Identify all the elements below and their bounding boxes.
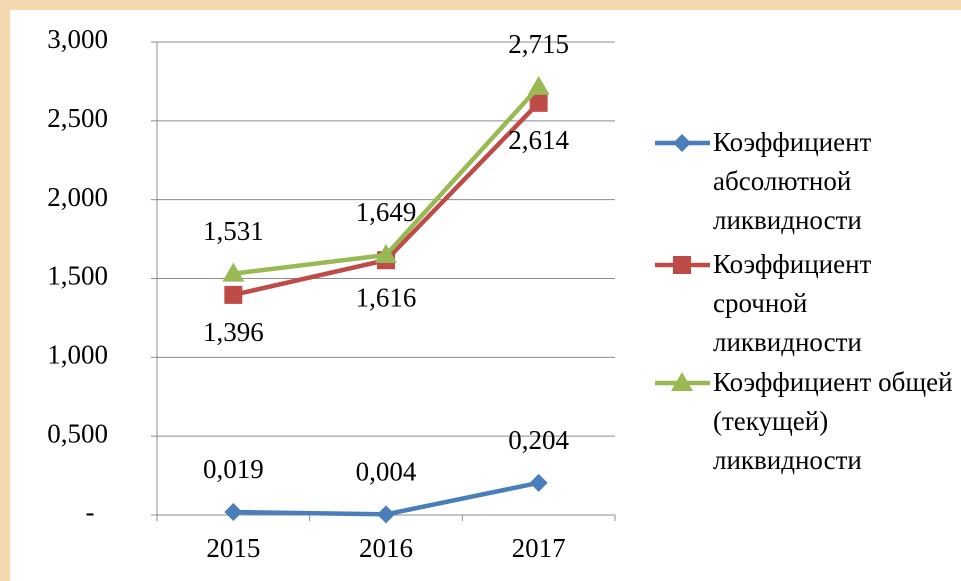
y-tick-label: 0,500 (47, 418, 108, 448)
legend-label: Коэффициент срочной ликвидности (713, 249, 872, 357)
marker (529, 473, 548, 492)
marker (375, 244, 397, 264)
x-tick-label: 2016 (359, 533, 413, 563)
data-label: 1,396 (203, 317, 264, 347)
y-tick-label: 1,000 (47, 340, 108, 370)
legend-label: Коэффициент абсолютной ликвидности (713, 127, 872, 235)
data-label: 1,616 (356, 282, 417, 312)
marker (527, 75, 550, 95)
y-tick-label: 2,500 (47, 103, 108, 133)
marker (224, 285, 243, 304)
x-tick-label: 2015 (206, 533, 260, 563)
marker (673, 256, 691, 274)
y-tick-label: 3,000 (47, 24, 108, 54)
data-label: 0,019 (203, 454, 264, 484)
marker (377, 505, 395, 524)
marker (224, 503, 243, 522)
marker (673, 134, 691, 152)
marker (671, 372, 693, 391)
marker (529, 93, 548, 112)
data-label: 0,004 (356, 457, 417, 487)
data-label: 1,649 (356, 197, 417, 227)
data-label: 2,715 (508, 29, 569, 59)
data-label: 0,204 (508, 425, 569, 455)
y-tick-label: 1,500 (47, 261, 108, 291)
legend-label: Коэффициент общей (текущей) ликвидности (713, 367, 953, 475)
data-label: 1,531 (203, 216, 264, 246)
data-label: 2,614 (508, 125, 569, 155)
marker (222, 262, 245, 282)
x-tick-label: 2017 (512, 533, 566, 563)
y-tick-label: 2,000 (47, 182, 108, 212)
chart-area (10, 10, 961, 581)
y-tick-label: - (86, 497, 95, 527)
